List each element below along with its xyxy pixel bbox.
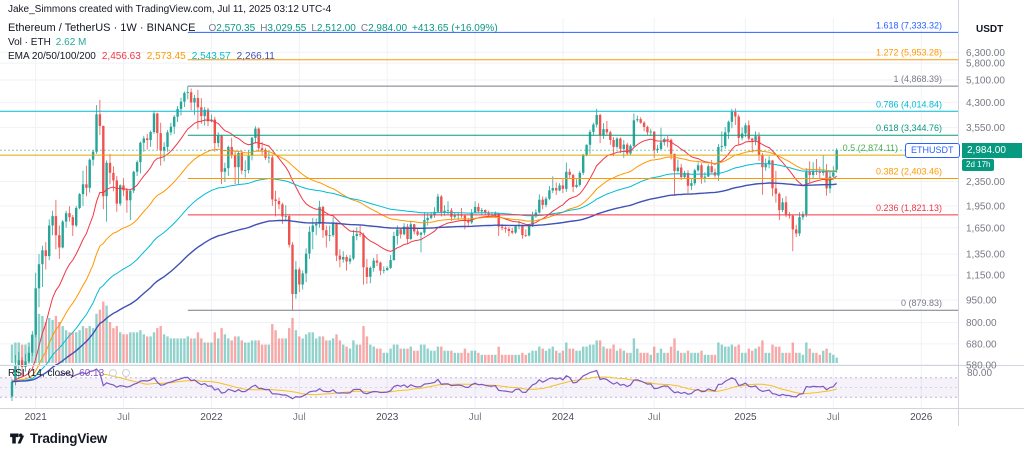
price-axis-tick: 3,550.00 <box>966 123 1005 134</box>
time-axis-label: 2023 <box>376 412 399 423</box>
time-axis[interactable]: 2021 Jul 2022 Jul 2023 Jul 2024 Jul 2025 Jul 2026 <box>25 412 933 423</box>
grid-layer <box>0 18 958 408</box>
fib-label-0: 0 (879.83) <box>901 298 942 308</box>
time-axis-label: Jul <box>469 412 482 423</box>
price-axis-tick: 1,150.00 <box>966 271 1005 282</box>
fib-label-1.272: 1.272 (5,953.28) <box>876 48 942 58</box>
open-label: O <box>208 23 217 34</box>
axis-currency-label[interactable]: USDT <box>976 24 1004 35</box>
rsi-eye-icon[interactable] <box>109 369 118 378</box>
price-axis-tick: 2,350.00 <box>966 177 1005 188</box>
tradingview-logo-icon <box>10 433 25 444</box>
rsi-ma-line <box>103 373 837 396</box>
ema50-value: 2,573.45 <box>146 51 186 62</box>
low-value: 2,512.00 <box>316 23 356 34</box>
fib-label-0.618: 0.618 (3,344.76) <box>876 123 942 133</box>
price-axis-tick: 1,950.00 <box>966 201 1005 212</box>
fib-label-0.5: 0.5 (2,874.11) <box>843 143 898 153</box>
rsi-value: 60.13 <box>79 368 105 379</box>
rsi-axis-tick: 80.00 <box>967 368 993 379</box>
ema-100-line <box>11 163 837 383</box>
candles-layer <box>10 86 838 401</box>
pane-separators <box>0 0 1024 426</box>
ema20-value: 2,456.63 <box>101 51 141 62</box>
time-axis-label: Jul <box>117 412 130 423</box>
time-axis-label: 2022 <box>200 412 223 423</box>
ema-lines <box>11 119 838 383</box>
time-axis-label: Jul <box>293 412 306 423</box>
time-axis-label: 2021 <box>25 412 48 423</box>
open-value: 2,570.35 <box>216 23 256 34</box>
symbol-title[interactable]: Ethereum / TetherUS · 1W · BINANCE <box>8 22 196 34</box>
price-axis-tick: 1,350.00 <box>966 250 1005 261</box>
ema-50-line <box>11 148 837 383</box>
price-axis-tick: 5,800.00 <box>966 59 1005 70</box>
high-value: 3,029.55 <box>267 23 307 34</box>
volume-indicator-title[interactable]: Vol · ETH <box>8 37 51 48</box>
rsi-menu-icon[interactable] <box>122 369 131 378</box>
fib-retracement[interactable]: 1.618 (7,333.32) 1.272 (5,953.28) 1 (4,868… <box>0 20 958 311</box>
price-axis-tick: 680.00 <box>966 339 997 350</box>
price-axis-tick: 580.00 <box>966 360 997 371</box>
price-axis-tick: 800.00 <box>966 318 997 329</box>
price-axis-tick: 4,300.00 <box>966 98 1005 109</box>
ema-20-line <box>11 119 838 383</box>
last-price-label: 2,984.00 <box>962 143 1022 158</box>
volume-bars <box>10 301 838 364</box>
rsi-bands <box>0 377 958 398</box>
attribution-text: Jake_Simmons created with TradingView.co… <box>8 4 332 15</box>
rsi-line <box>59 368 838 400</box>
bar-countdown-label: 2d 17h <box>962 159 995 171</box>
ema-200-line <box>11 182 837 383</box>
symbol-price-flag[interactable]: ETHUSDT <box>905 143 960 158</box>
price-axis-tick: 5,100.00 <box>966 76 1005 87</box>
time-axis-label: 2025 <box>734 412 757 423</box>
symbol-legend-row: Ethereum / TetherUS · 1W · BINANCE O2,570… <box>8 22 498 34</box>
time-axis-label: 2026 <box>910 412 933 423</box>
fib-label-0.236: 0.236 (1,821.13) <box>876 203 942 213</box>
fib-label-1: 1 (4,868.39) <box>893 74 942 84</box>
price-axis-tick: 6,300.00 <box>966 48 1005 59</box>
volume-legend-row: Vol · ETH 2.62 M <box>8 37 86 48</box>
fib-label-0.382: 0.382 (2,403.46) <box>876 167 942 177</box>
rsi-plot <box>59 368 838 400</box>
high-label: H <box>260 23 268 34</box>
close-value: 2,984.00 <box>368 23 408 34</box>
time-axis-label: Jul <box>827 412 840 423</box>
ema100-value: 2,543.57 <box>191 51 231 62</box>
price-axis-tick: 950.00 <box>966 296 997 307</box>
ema-legend-row: EMA 20/50/100/200 2,456.63 2,573.45 2,543.5… <box>8 51 275 62</box>
fib-label-1.618: 1.618 (7,333.32) <box>876 20 942 30</box>
time-axis-label: Jul <box>648 412 661 423</box>
volume-value: 2.62 M <box>55 37 87 48</box>
tradingview-logo-text: TradingView <box>30 431 108 446</box>
ema-indicator-title[interactable]: EMA 20/50/100/200 <box>8 51 96 62</box>
time-axis-label: 2024 <box>552 412 575 423</box>
price-axis[interactable]: 6,300.005,800.00 5,100.00 4,300.00 3,550.00… <box>966 48 1005 372</box>
rsi-legend-row: RSI (14, close) 60.13 <box>8 368 131 379</box>
close-label: C <box>360 23 369 34</box>
price-axis-tick: 1,650.00 <box>966 223 1005 234</box>
change-value: +413.65 (+16.09%) <box>412 23 498 34</box>
rsi-indicator-title[interactable]: RSI (14, close) <box>8 368 75 379</box>
tradingview-logo[interactable]: TradingView <box>8 430 107 447</box>
ema200-value: 2,266.11 <box>236 51 275 62</box>
low-label: L <box>311 23 317 34</box>
fib-label-0.786: 0.786 (4,014.84) <box>876 99 942 109</box>
